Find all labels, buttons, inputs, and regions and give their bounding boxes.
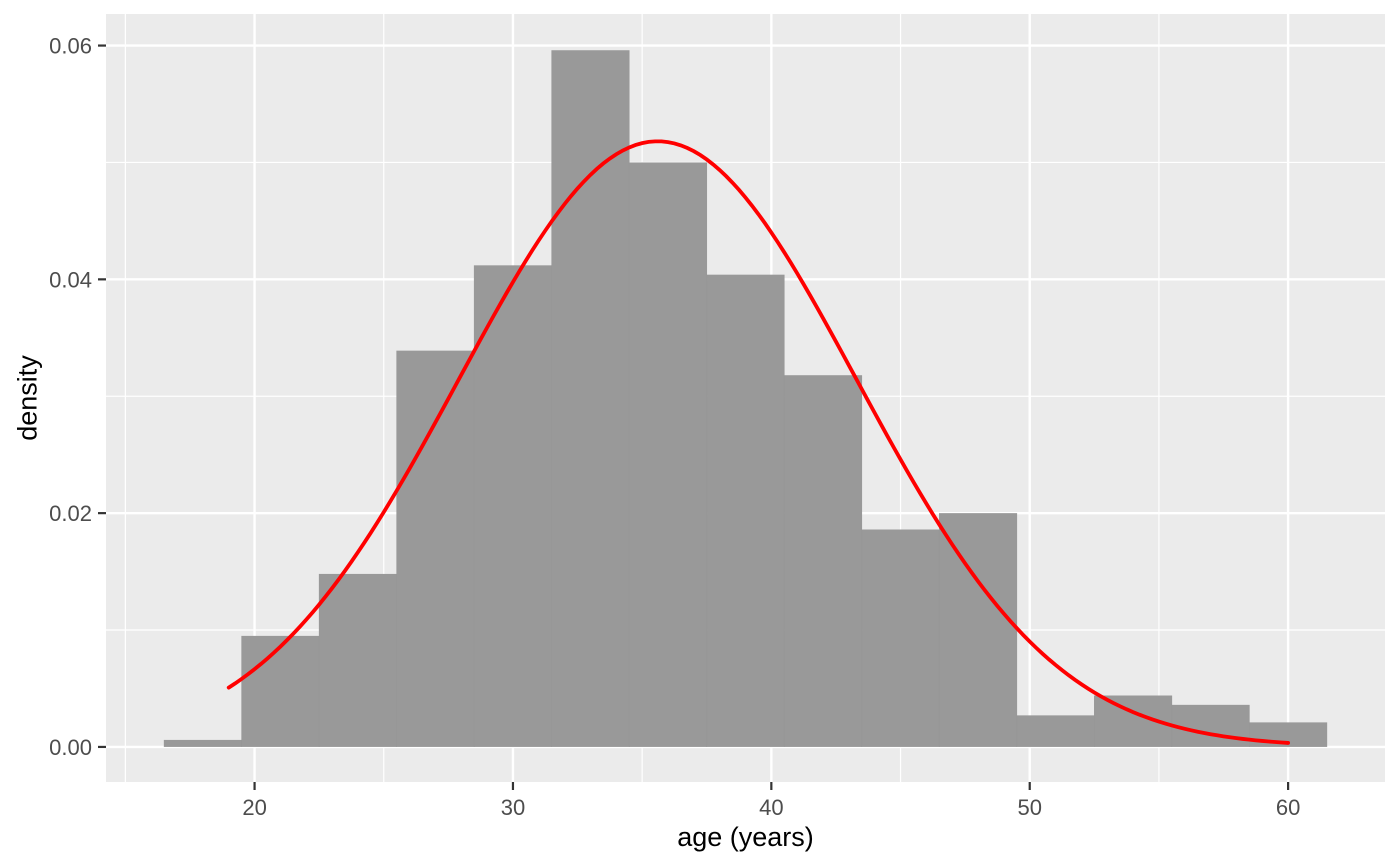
histogram-bar	[938, 513, 1018, 747]
y-axis-title: density	[12, 355, 43, 441]
y-tick-label: 0.02	[49, 501, 92, 526]
histogram-bar	[473, 265, 553, 747]
x-tick-label: 30	[501, 795, 525, 820]
histogram-bar	[783, 375, 863, 747]
y-tick-label: 0.06	[49, 34, 92, 59]
histogram-bar	[241, 635, 320, 747]
histogram-bar	[861, 529, 940, 747]
histogram-bar	[163, 739, 242, 747]
histogram-bar	[1171, 704, 1250, 747]
y-tick-label: 0.04	[49, 267, 92, 292]
histogram-bar	[1016, 715, 1095, 747]
histogram-bar	[551, 50, 630, 747]
x-tick-label: 20	[242, 795, 266, 820]
histogram-bar	[628, 162, 708, 747]
y-tick-label: 0.00	[49, 735, 92, 760]
density-curve	[226, 139, 1291, 745]
histogram-bar	[318, 573, 397, 747]
x-tick-label: 50	[1017, 795, 1041, 820]
histogram-bar	[706, 274, 785, 747]
x-tick-label: 60	[1276, 795, 1300, 820]
x-axis-title: age (years)	[677, 822, 814, 852]
x-tick-label: 40	[759, 795, 783, 820]
histogram-bar	[396, 350, 475, 747]
